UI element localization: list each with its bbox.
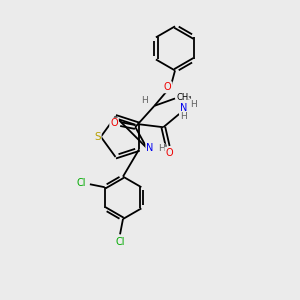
Text: Cl: Cl: [115, 237, 125, 247]
Text: S: S: [94, 132, 101, 142]
Text: O: O: [165, 148, 173, 158]
Text: N: N: [180, 103, 187, 113]
Text: O: O: [164, 82, 172, 92]
Text: H: H: [190, 100, 197, 109]
Text: N: N: [146, 142, 154, 153]
Text: CH₃: CH₃: [177, 92, 192, 101]
Text: H: H: [158, 144, 165, 153]
Text: H: H: [180, 112, 187, 122]
Text: O: O: [110, 118, 118, 128]
Text: H: H: [141, 96, 148, 105]
Text: Cl: Cl: [76, 178, 86, 188]
